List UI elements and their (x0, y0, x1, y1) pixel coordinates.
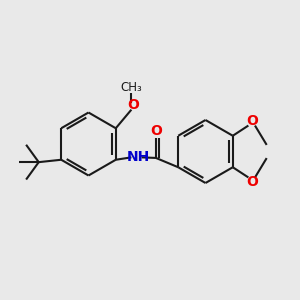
Text: O: O (150, 124, 162, 138)
Text: O: O (246, 114, 258, 128)
Text: O: O (246, 175, 258, 189)
Text: CH₃: CH₃ (121, 81, 142, 94)
Text: O: O (127, 98, 139, 112)
Text: NH: NH (126, 150, 150, 164)
